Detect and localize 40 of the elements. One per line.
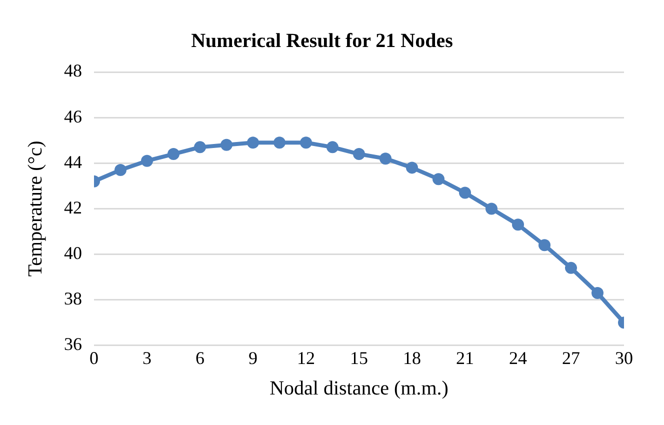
y-tick-label: 46 (64, 106, 82, 126)
x-tick-label: 27 (562, 348, 580, 368)
y-tick-label: 42 (64, 197, 82, 218)
point (274, 136, 286, 149)
point (353, 148, 365, 160)
point (486, 202, 498, 215)
point (168, 148, 180, 160)
point (194, 141, 206, 154)
x-tick-label: 21 (456, 348, 474, 368)
point (512, 218, 524, 231)
point (406, 162, 418, 174)
point (247, 136, 259, 149)
x-tick-label: 6 (196, 348, 204, 368)
point (538, 239, 550, 252)
x-axis-title: Nodal distance (m.m.) (270, 377, 448, 400)
point (565, 262, 577, 274)
x-tick-label: 30 (615, 348, 633, 368)
y-tick-label: 44 (64, 152, 82, 172)
y-tick-label: 40 (64, 243, 82, 263)
y-tick-label: 36 (64, 334, 82, 354)
x-tick-label: 15 (350, 348, 368, 368)
x-tick-label: 24 (509, 348, 527, 368)
point (432, 173, 444, 186)
x-tick-label: 0 (90, 348, 98, 368)
point (141, 154, 153, 167)
x-tick-label: 12 (297, 348, 315, 368)
point (459, 186, 471, 199)
y-tick-label: 38 (64, 288, 82, 309)
y-axis-title: Temperature (°c) (24, 140, 46, 277)
point (220, 138, 232, 151)
y-tick-label: 48 (64, 60, 82, 81)
point (592, 287, 604, 299)
point (326, 141, 338, 154)
point (380, 152, 392, 165)
chart-title: Numerical Result for 21 Nodes (191, 30, 454, 52)
point (114, 164, 126, 176)
point (300, 136, 312, 149)
x-tick-label: 9 (248, 348, 258, 368)
x-tick-label: 3 (142, 348, 152, 368)
x-tick-label: 18 (403, 348, 421, 368)
